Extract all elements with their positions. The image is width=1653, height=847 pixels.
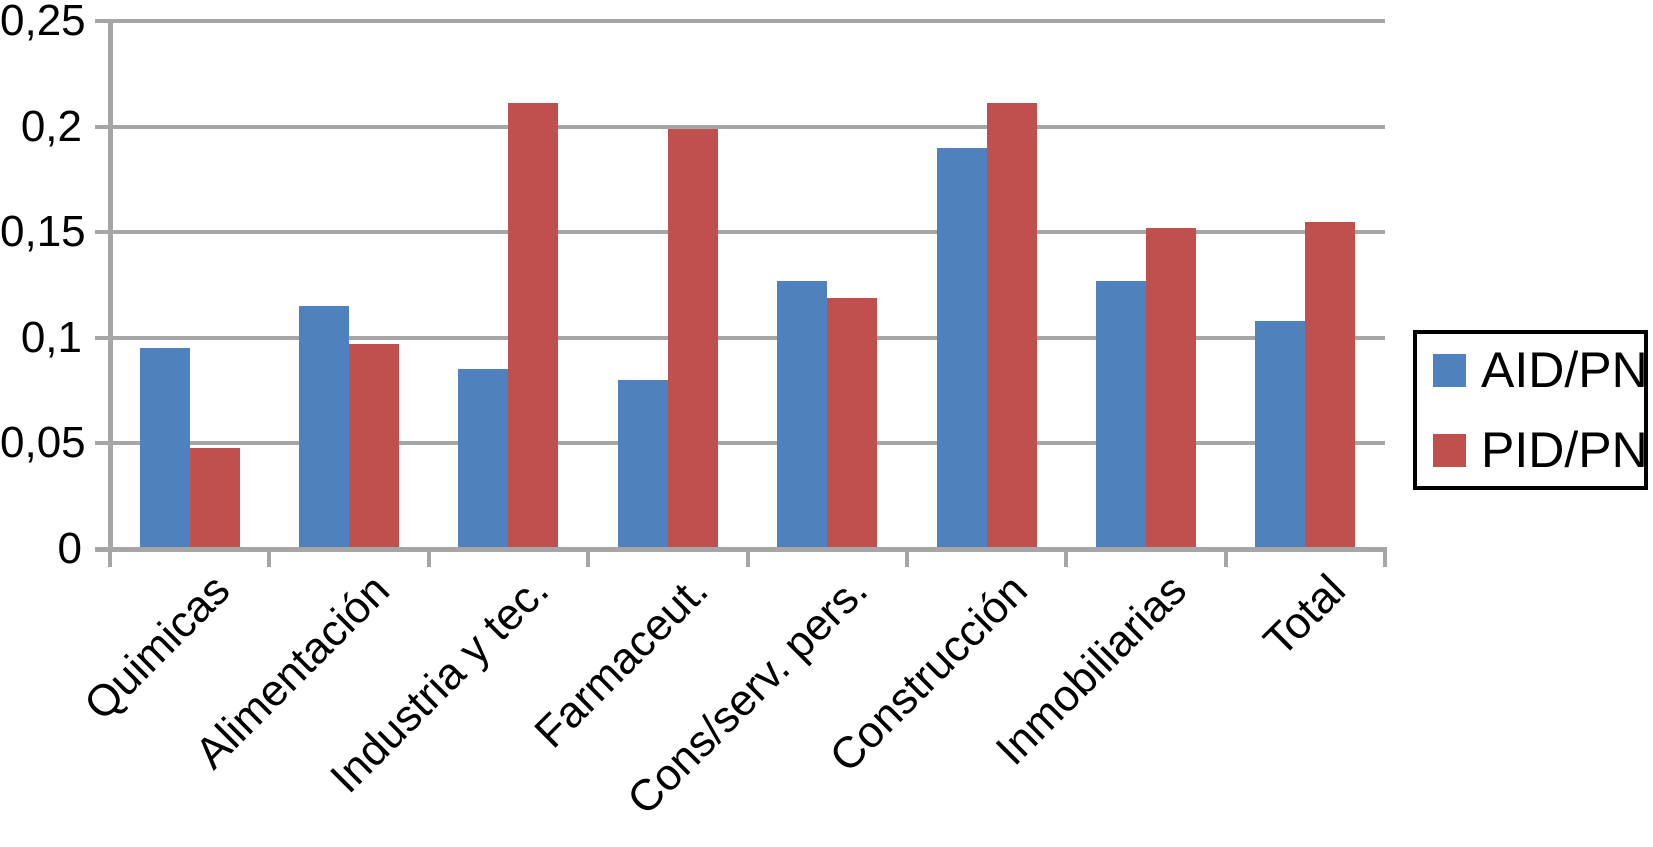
bar-aid-pn — [458, 369, 509, 549]
bar-pid-pn — [1305, 221, 1356, 549]
gridline — [110, 230, 1385, 235]
y-tick — [95, 124, 111, 129]
plot-area — [110, 19, 1385, 549]
category-label: Total — [1254, 565, 1356, 666]
y-tick — [95, 441, 111, 446]
y-tick-label: 0,05 — [0, 418, 86, 468]
x-tick — [904, 549, 909, 567]
legend: AID/PN PID/PN — [1413, 330, 1648, 490]
bar-pid-pn — [827, 297, 878, 549]
bar-pid-pn — [189, 447, 240, 549]
legend-item: PID/PN — [1433, 425, 1648, 475]
gridline — [110, 124, 1385, 129]
y-tick-label: 0 — [57, 524, 82, 573]
gridline — [110, 19, 1385, 23]
bar-pid-pn — [508, 103, 559, 549]
bar-aid-pn — [777, 280, 828, 549]
x-tick — [426, 549, 431, 567]
x-tick — [267, 549, 272, 567]
x-tick — [1223, 549, 1228, 567]
pid-pn-swatch-icon — [1433, 433, 1466, 467]
bar-pid-pn — [349, 344, 400, 549]
y-tick — [95, 230, 111, 235]
bar-aid-pn — [617, 380, 668, 549]
bar-pid-pn — [667, 128, 718, 549]
bar-pid-pn — [986, 103, 1037, 549]
y-tick-label: 0,1 — [20, 312, 82, 362]
x-tick — [745, 549, 750, 567]
x-axis-line — [95, 547, 1387, 552]
legend-label: PID/PN — [1481, 422, 1648, 478]
y-axis-line — [108, 19, 113, 551]
y-tick-label: 0,15 — [0, 207, 86, 257]
legend-item: AID/PN — [1433, 345, 1648, 395]
x-tick — [1064, 549, 1069, 567]
category-label: Quimicas — [75, 565, 240, 730]
y-tick — [95, 19, 111, 23]
gridline — [110, 441, 1385, 446]
y-tick — [95, 335, 111, 340]
bar-aid-pn — [299, 306, 350, 549]
bar-aid-pn — [936, 147, 987, 549]
x-tick — [1383, 549, 1387, 567]
gridline — [110, 335, 1385, 340]
bar-aid-pn — [139, 348, 190, 549]
legend-label: AID/PN — [1481, 342, 1648, 398]
bar-aid-pn — [1255, 320, 1306, 549]
bar-pid-pn — [1145, 227, 1196, 549]
x-tick — [108, 549, 112, 567]
y-tick-label: 0,2 — [20, 101, 82, 151]
bar-aid-pn — [1095, 280, 1146, 549]
aid-pn-swatch-icon — [1433, 353, 1466, 387]
y-tick-label: 0,25 — [0, 0, 86, 45]
x-tick — [586, 549, 591, 567]
